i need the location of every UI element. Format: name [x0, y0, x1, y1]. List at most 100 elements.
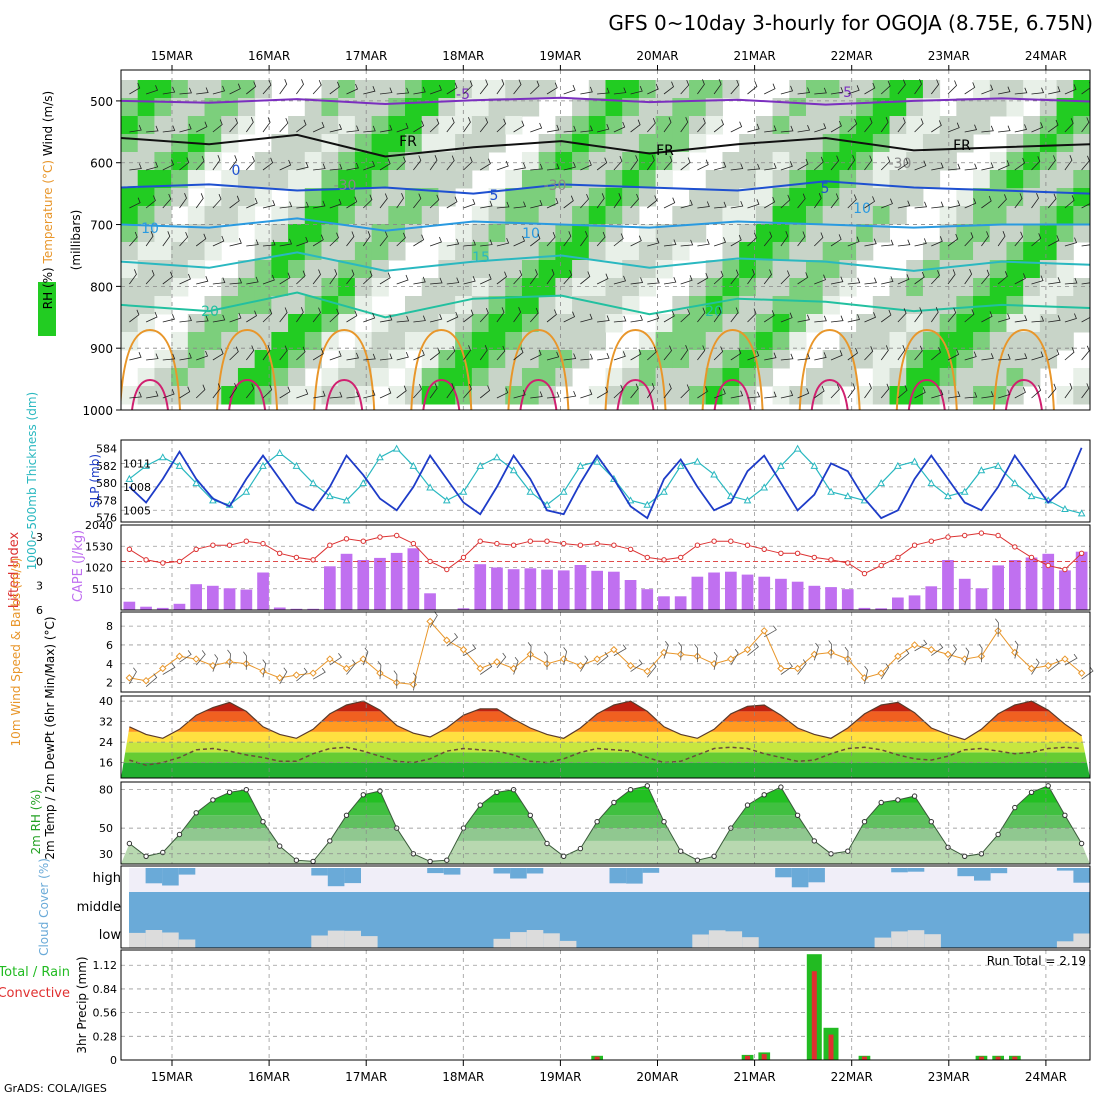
rh-shading-cell	[288, 188, 306, 207]
rh-shading-cell	[622, 350, 640, 369]
lifted-index-point	[794, 550, 801, 556]
upper-wind-barb	[145, 311, 158, 323]
wind-barb	[527, 642, 532, 661]
panel-frame	[120, 524, 1091, 611]
rh-band	[121, 785, 1090, 790]
rh-shading-cell	[1073, 386, 1090, 405]
rh-shading-cell	[438, 80, 456, 99]
upper-wind-barb	[897, 200, 911, 209]
rh-shading-cell	[722, 350, 740, 369]
rh-shading-cell	[338, 224, 356, 243]
rh-shading-cell	[1056, 386, 1074, 405]
rh-shading-cell	[822, 260, 840, 279]
cape-bar	[223, 588, 236, 610]
cloud-high-bar	[1056, 868, 1074, 871]
rh-shading-cell	[405, 152, 423, 171]
upper-wind-barb	[513, 79, 522, 95]
upper-wind-barb	[179, 386, 191, 399]
rh-shading-cell	[889, 296, 907, 315]
upper-wind-barb	[279, 272, 291, 285]
rh-shading-cell	[973, 188, 991, 207]
rh-shading-cell	[321, 260, 339, 279]
rh-shading-cell	[405, 386, 423, 405]
wind-barb	[362, 647, 369, 666]
rh-shading-cell	[438, 152, 456, 171]
upper-wind-barb	[580, 193, 589, 209]
rh-shading-cell	[254, 242, 272, 261]
upper-wind-barb	[697, 345, 706, 361]
rh-shading-cell	[588, 314, 606, 333]
rh-line	[129, 785, 1083, 862]
rh-shading-cell	[839, 242, 857, 261]
upper-wind-barb	[313, 390, 326, 399]
rh-shading-cell	[405, 116, 423, 135]
thickness-point	[476, 461, 485, 469]
upper-wind-barb	[613, 193, 622, 209]
lifted-index-point	[945, 534, 951, 540]
rh-shading-cell	[755, 188, 774, 207]
isotherm-label--30: -30	[334, 178, 357, 194]
rh-shading-cell	[922, 170, 941, 189]
rh-shading-cell	[288, 332, 306, 351]
cloud-high-bar	[609, 868, 627, 884]
rh-shading-cell	[538, 296, 556, 315]
rh-shading-cell	[354, 206, 373, 225]
lifted-index-point	[911, 542, 918, 548]
rh-point	[561, 853, 567, 859]
upper-wind-barb	[496, 307, 505, 323]
rh-shading-cell	[471, 80, 490, 99]
rh-shading-cell	[187, 80, 206, 99]
upper-wind-barb	[897, 385, 908, 399]
cape-bar	[273, 607, 286, 610]
cloud-mid-low-fill	[129, 892, 1090, 948]
rh-shading-cell	[739, 188, 757, 207]
upper-wind-barb	[1014, 193, 1023, 209]
lifted-index-point	[878, 562, 884, 569]
upper-wind-barb	[931, 236, 943, 247]
upper-wind-barb	[146, 353, 159, 361]
precip-tick-label: 0.84	[93, 983, 118, 996]
upper-wind-barb	[680, 384, 690, 399]
rh-shading-cell	[555, 278, 573, 297]
upper-wind-barb	[881, 198, 893, 209]
cape-bar	[641, 589, 654, 610]
upper-wind-barb	[663, 155, 673, 171]
wind-barb	[964, 647, 970, 666]
upper-wind-barb	[981, 125, 994, 133]
upper-wind-barb	[964, 198, 977, 209]
upper-wind-barb	[897, 308, 907, 323]
rh-shading-cell	[121, 260, 139, 279]
rh-shading-cell	[171, 170, 189, 189]
wind-speed-point	[593, 655, 601, 663]
cloud-low-gap	[559, 940, 577, 948]
wind-speed-point	[476, 664, 484, 673]
rh-shading-cell	[1056, 134, 1074, 153]
wind-speed-point	[760, 627, 768, 635]
rh-shading-cell	[137, 188, 155, 207]
upper-wind-barb	[413, 276, 426, 285]
cape-bar	[591, 570, 603, 610]
upper-wind-barb	[930, 79, 940, 95]
upper-wind-barb	[813, 193, 822, 209]
thickness-point	[409, 461, 418, 469]
rh-shading-cell	[739, 170, 757, 189]
thickness-tick-label: 576	[96, 512, 117, 525]
upper-wind-barb	[362, 231, 371, 247]
upper-wind-barb	[296, 346, 306, 361]
rh-shading-cell	[388, 242, 406, 261]
wind-barb	[995, 618, 999, 637]
cloud-low-gap	[742, 937, 759, 948]
rh-shading-cell	[739, 368, 757, 387]
upper-wind-barb	[246, 239, 259, 247]
cape-bar	[407, 548, 420, 610]
rh-shading-cell	[1073, 314, 1090, 333]
rh-shading-cell	[121, 188, 139, 207]
rh-shading-cell	[371, 116, 389, 135]
cape-bar	[674, 596, 687, 611]
rh-shading-cell	[956, 278, 974, 297]
rh-point	[1028, 789, 1035, 795]
rh-shading-cell	[856, 152, 874, 171]
rh-shading-cell	[856, 170, 874, 189]
rh-shading-cell	[655, 368, 673, 387]
